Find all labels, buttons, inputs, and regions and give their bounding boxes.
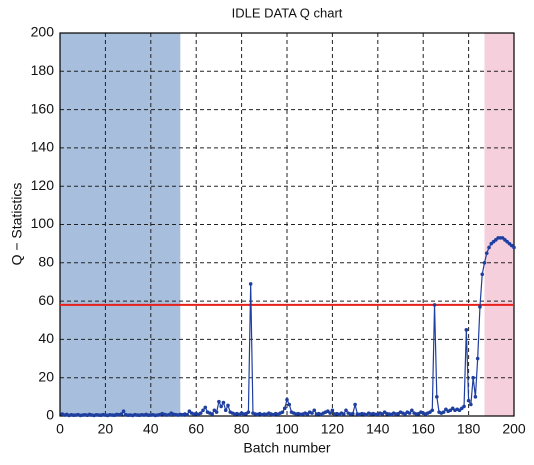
y-axis-label: Q − Statistics: [9, 183, 25, 266]
data-point: [246, 410, 251, 414]
y-tick-label: 160: [31, 100, 55, 116]
data-point: [482, 261, 487, 265]
data-point: [462, 404, 466, 409]
data-point: [351, 411, 355, 416]
data-point: [344, 408, 348, 413]
data-point: [221, 400, 226, 405]
x-tick-label: 0: [56, 421, 64, 437]
data-point: [328, 411, 332, 415]
chart-title: IDLE DATA Q chart: [232, 5, 343, 20]
x-axis-label: Batch number: [243, 440, 330, 456]
data-point: [280, 410, 285, 414]
data-point: [312, 408, 317, 413]
shaded-region: [60, 33, 181, 416]
data-point: [478, 305, 482, 309]
data-point: [210, 412, 214, 416]
y-tick-label: 100: [31, 215, 55, 231]
x-tick-label: 60: [188, 421, 204, 437]
data-point: [310, 411, 314, 415]
x-tick-label: 160: [412, 421, 436, 437]
y-tick-label: 20: [38, 368, 54, 384]
data-point: [201, 408, 205, 413]
x-tick-label: 100: [275, 421, 299, 437]
data-point: [353, 402, 357, 407]
data-point: [203, 405, 208, 410]
data-point: [248, 282, 253, 286]
x-tick-label: 120: [321, 421, 345, 437]
data-point: [226, 403, 230, 408]
data-point: [121, 409, 126, 414]
x-tick-label: 140: [366, 421, 390, 437]
y-tick-label: 180: [31, 62, 55, 78]
data-point: [223, 408, 228, 413]
data-point: [466, 398, 471, 403]
data-point: [330, 408, 335, 413]
x-tick-label: 80: [234, 421, 250, 437]
plot-border: [59, 32, 515, 417]
data-point: [432, 303, 437, 307]
data-point: [464, 328, 469, 332]
data-point: [471, 375, 475, 380]
data-point: [410, 408, 414, 413]
data-point: [480, 272, 485, 277]
data-point: [484, 251, 489, 256]
y-tick-label: 120: [31, 177, 55, 193]
data-point: [119, 412, 124, 416]
x-tick-label: 180: [457, 421, 481, 437]
data-point: [512, 245, 516, 250]
data-point: [341, 412, 346, 416]
data-point: [407, 411, 412, 415]
data-point: [441, 410, 446, 414]
data-point: [287, 402, 292, 407]
data-point: [219, 404, 223, 409]
x-tick-label: 20: [98, 421, 114, 437]
data-point: [473, 395, 478, 399]
y-tick-label: 200: [31, 24, 55, 40]
y-tick-label: 80: [38, 254, 54, 270]
x-tick-label: 40: [143, 421, 159, 437]
data-point: [185, 412, 189, 417]
data-point: [198, 411, 203, 415]
y-tick-label: 0: [46, 407, 54, 423]
data-point: [285, 397, 289, 402]
data-point: [435, 395, 439, 399]
data-point: [282, 406, 287, 411]
data-point: [475, 356, 480, 361]
data-point: [469, 402, 473, 407]
data-point: [487, 245, 491, 250]
y-tick-label: 40: [38, 330, 54, 346]
x-tick-label: 200: [502, 421, 526, 437]
data-point: [430, 408, 435, 413]
data-point: [217, 399, 221, 404]
y-tick-label: 140: [31, 139, 55, 155]
data-point: [214, 410, 219, 414]
y-tick-label: 60: [38, 292, 54, 308]
